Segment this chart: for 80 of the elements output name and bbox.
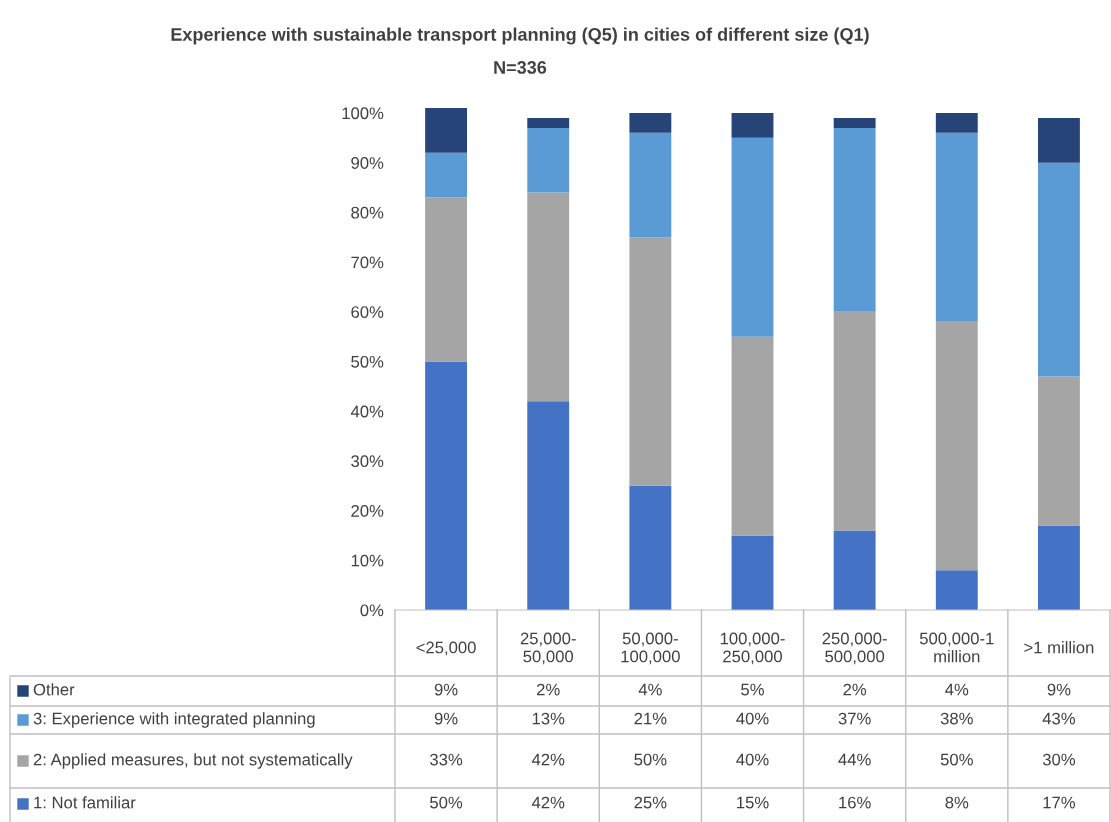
y-tick-label: 40% — [350, 405, 384, 418]
data-label: 2% — [843, 683, 867, 696]
y-tick-label: 60% — [351, 306, 384, 318]
bar — [1037, 525, 1080, 610]
y-tick-label: 30% — [351, 455, 384, 468]
data-label: 25% — [634, 796, 667, 809]
bar — [425, 152, 468, 198]
bar — [833, 530, 876, 610]
bar — [935, 112, 978, 133]
bar — [527, 401, 570, 610]
data-label: 37% — [838, 712, 871, 725]
bar — [833, 117, 876, 128]
bar — [1037, 117, 1080, 163]
y-tick-label: 90% — [351, 157, 384, 169]
data-label: 33% — [430, 753, 463, 766]
y-tick-label: 70% — [351, 256, 384, 269]
data-label: 9% — [1047, 683, 1071, 696]
data-label: 4% — [945, 683, 969, 696]
data-label: 40% — [736, 712, 769, 725]
data-label: 9% — [434, 712, 458, 725]
bar — [629, 485, 672, 610]
bar — [629, 132, 672, 238]
bar — [833, 311, 876, 531]
legend-label: 1: Not familiar — [34, 796, 136, 809]
data-label: 42% — [531, 753, 565, 766]
bar — [527, 127, 570, 193]
data-label: 5% — [741, 683, 764, 696]
data-label: 42% — [531, 796, 565, 809]
data-label: 43% — [1042, 712, 1076, 725]
data-label: 2% — [537, 683, 560, 696]
bar — [935, 321, 978, 571]
bar — [527, 117, 570, 128]
bar — [935, 132, 978, 322]
y-tick-label: 20% — [351, 505, 384, 517]
x-tick-label: 500,000-1 million — [919, 632, 994, 663]
data-label: 8% — [945, 796, 969, 809]
legend-label: 3: Experience with integrated planning — [33, 712, 315, 728]
x-tick-label: >1 million — [1024, 641, 1094, 654]
bar — [833, 127, 876, 312]
data-label: 17% — [1043, 796, 1076, 809]
data-label: 44% — [838, 753, 871, 766]
x-tick-label: 25,000- 50,000 — [520, 632, 576, 665]
y-tick-label: 50% — [351, 355, 384, 368]
bar — [629, 237, 672, 486]
legend-label: Other — [33, 683, 75, 696]
bar — [425, 361, 468, 610]
bar — [935, 570, 978, 610]
bar — [731, 137, 774, 337]
legend-label: 2: Applied measures, but not systematically — [33, 753, 353, 769]
bar — [527, 192, 570, 402]
x-tick-label: 250,000- 500,000 — [822, 632, 887, 665]
x-tick-label: <25,000 — [416, 641, 476, 656]
y-tick-label: 10% — [351, 554, 384, 567]
data-label: 50% — [940, 753, 973, 766]
data-label: 50% — [634, 753, 667, 766]
bar — [731, 112, 774, 138]
x-tick-label: 50,000- 100,000 — [621, 632, 680, 665]
y-tick-label: 80% — [351, 206, 384, 219]
chart-title: Experience with sustainable transport planning (Q5) in cities of different size (Q1) — [171, 27, 869, 45]
y-tick-label: 100% — [342, 107, 384, 120]
bar — [1037, 162, 1080, 377]
bar — [425, 197, 468, 362]
data-label: 15% — [737, 796, 769, 809]
bar — [425, 108, 468, 153]
chart-subtitle: N=336 — [494, 61, 547, 74]
data-label: 9% — [434, 683, 458, 696]
data-label: 50% — [430, 796, 463, 809]
x-tick-label: 100,000- 250,000 — [720, 632, 785, 665]
y-tick-label: 0% — [360, 604, 384, 617]
data-label: 40% — [736, 753, 769, 766]
data-label: 4% — [638, 683, 662, 696]
data-label: 21% — [634, 712, 667, 725]
bar — [629, 112, 672, 133]
data-label: 38% — [940, 712, 973, 725]
data-label: 13% — [532, 712, 565, 725]
data-label: 30% — [1042, 753, 1076, 766]
bar — [731, 336, 774, 536]
bar — [1037, 376, 1080, 526]
bar — [731, 535, 774, 610]
data-label: 16% — [839, 796, 871, 809]
